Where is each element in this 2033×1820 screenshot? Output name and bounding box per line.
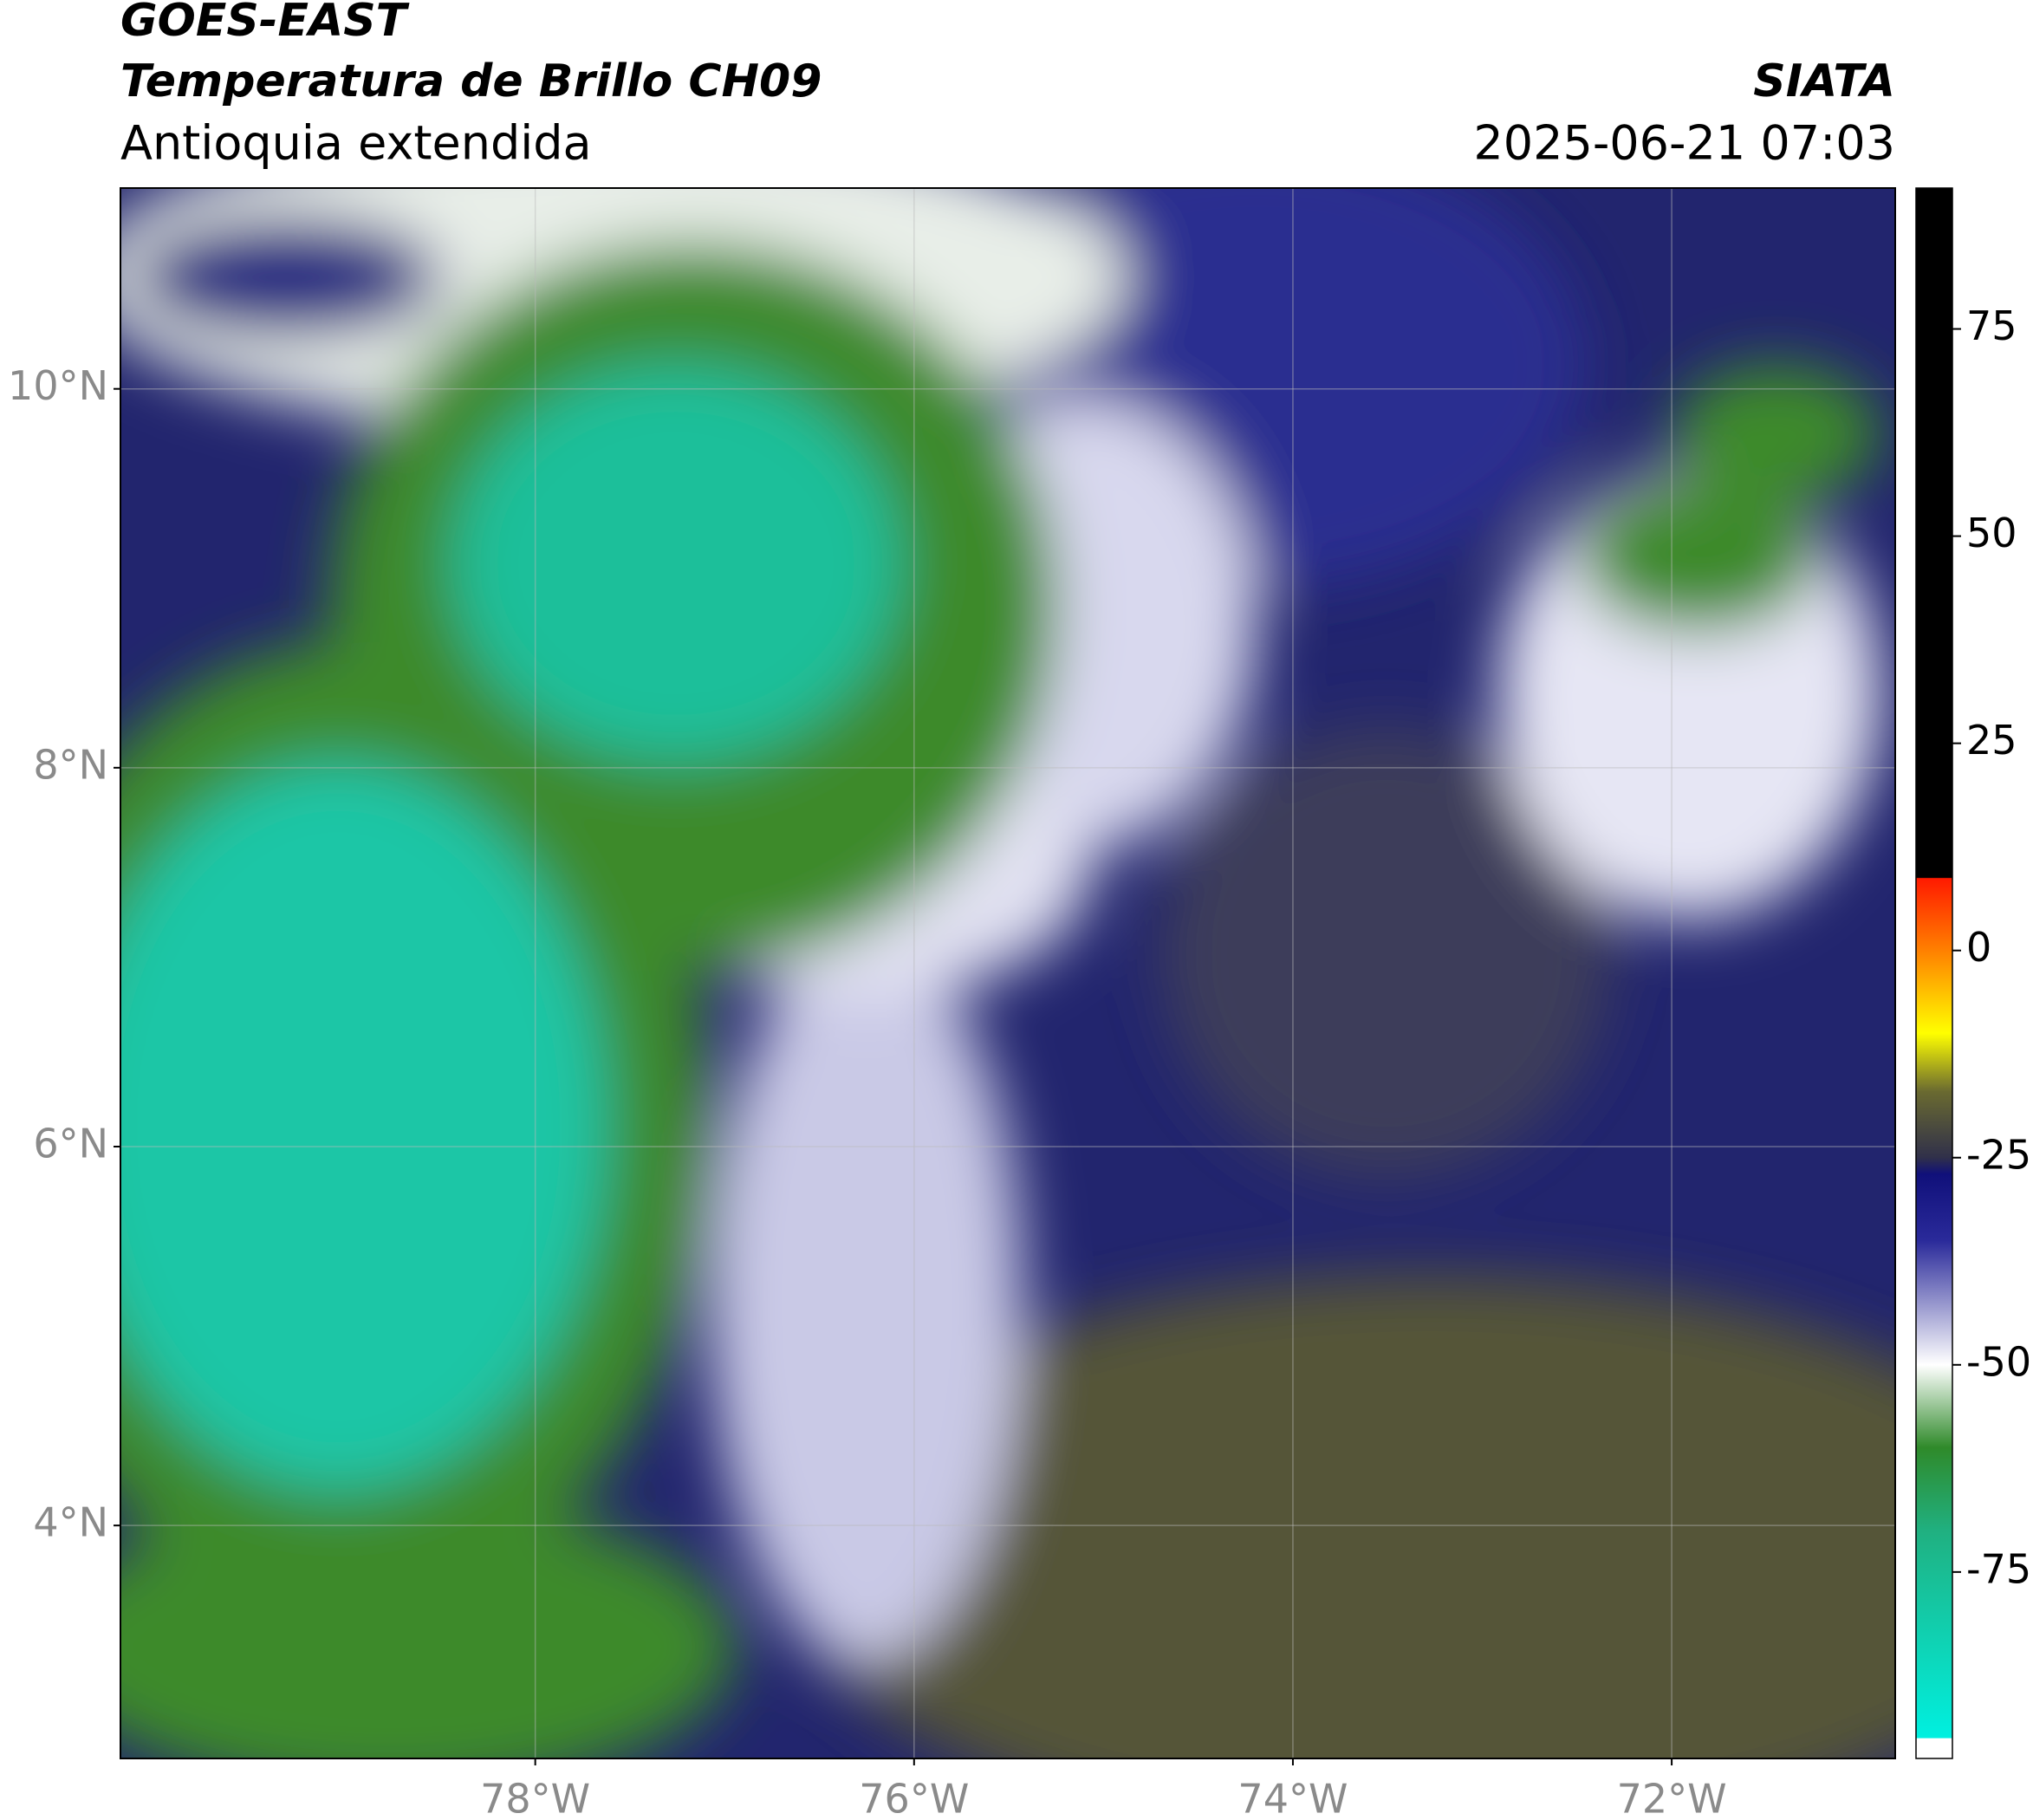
colorbar (1915, 187, 1953, 1759)
y-tick-label: 6°N (33, 1120, 108, 1167)
colorbar-tick-label: -50 (1966, 1338, 2031, 1385)
y-tick-label: 4°N (33, 1499, 108, 1546)
colorbar-tick-label: 75 (1966, 302, 2017, 349)
satellite-image (120, 188, 1895, 1758)
colorbar-tick-label: -25 (1966, 1131, 2031, 1178)
title: GOES-EAST (120, 0, 410, 47)
region: Antioquia extendida (120, 116, 592, 171)
colorbar-tick-label: 0 (1966, 924, 1991, 971)
x-tick-label: 74°W (1237, 1776, 1348, 1820)
x-tick-label: 72°W (1617, 1776, 1727, 1820)
colorbar-tick-label: -75 (1966, 1545, 2031, 1592)
map-frame (120, 187, 1896, 1759)
datetime: 2025-06-21 07:03 (1473, 116, 1895, 171)
subtitle: Temperatura de Brillo CH09 (120, 55, 822, 107)
colorbar-tick-label: 25 (1966, 717, 2017, 764)
source: SIATA (1753, 55, 1895, 107)
gridlines (120, 188, 1895, 1758)
x-tick-label: 78°W (480, 1776, 590, 1820)
y-tick-label: 10°N (8, 362, 108, 409)
y-tick-label: 8°N (33, 741, 108, 788)
x-tick-label: 76°W (859, 1776, 969, 1820)
colorbar-tick-label: 50 (1966, 510, 2017, 556)
